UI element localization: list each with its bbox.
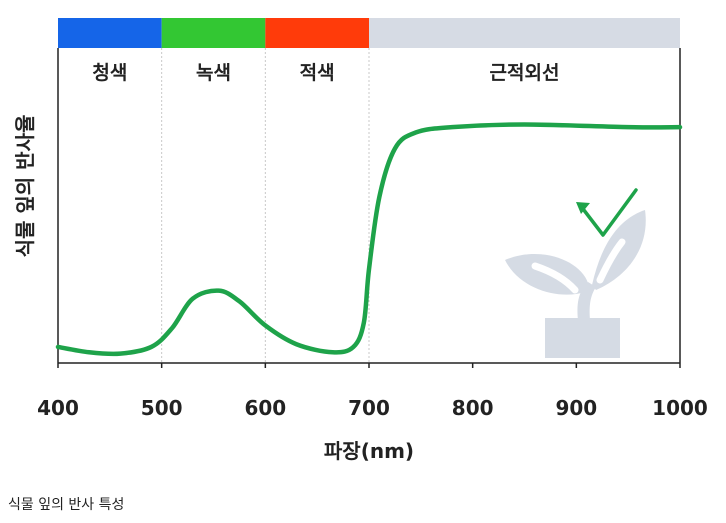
reflectance-curve	[55, 122, 683, 357]
reflectance-chart: 청색 녹색 적색 근적외선 400 500 600 700 800 900 1000 파장(nm)…	[13, 18, 708, 463]
band-bar-0	[58, 18, 162, 48]
band-bar-3	[369, 18, 680, 48]
band-label-0: 청색	[92, 62, 127, 84]
x-tick-label-1: 500	[141, 396, 183, 420]
band-bar-2	[265, 18, 369, 48]
band-label-2: 적색	[300, 62, 335, 84]
band-bar-1	[161, 18, 266, 48]
plant-icon	[505, 188, 646, 358]
band-label-1: 녹색	[196, 62, 231, 84]
x-tick-label-2: 600	[244, 396, 286, 420]
x-tick-label-5: 900	[555, 396, 597, 420]
spectrum-bands: 청색 녹색 적색 근적외선	[58, 18, 680, 84]
band-label-3: 근적외선	[490, 62, 560, 84]
figure-caption: 식물 잎의 반사 특성	[8, 497, 125, 513]
y-axis-label: 식물 잎의 반사율	[13, 115, 37, 258]
x-tick-labels: 400 500 600 700 800 900 1000	[37, 363, 708, 420]
x-axis-label: 파장(nm)	[324, 439, 414, 463]
x-tick-label-6: 1000	[652, 396, 708, 420]
x-tick-label-4: 800	[452, 396, 494, 420]
x-tick-label-0: 400	[37, 396, 79, 420]
grid-lines	[161, 48, 370, 363]
x-tick-label-3: 700	[348, 396, 390, 420]
